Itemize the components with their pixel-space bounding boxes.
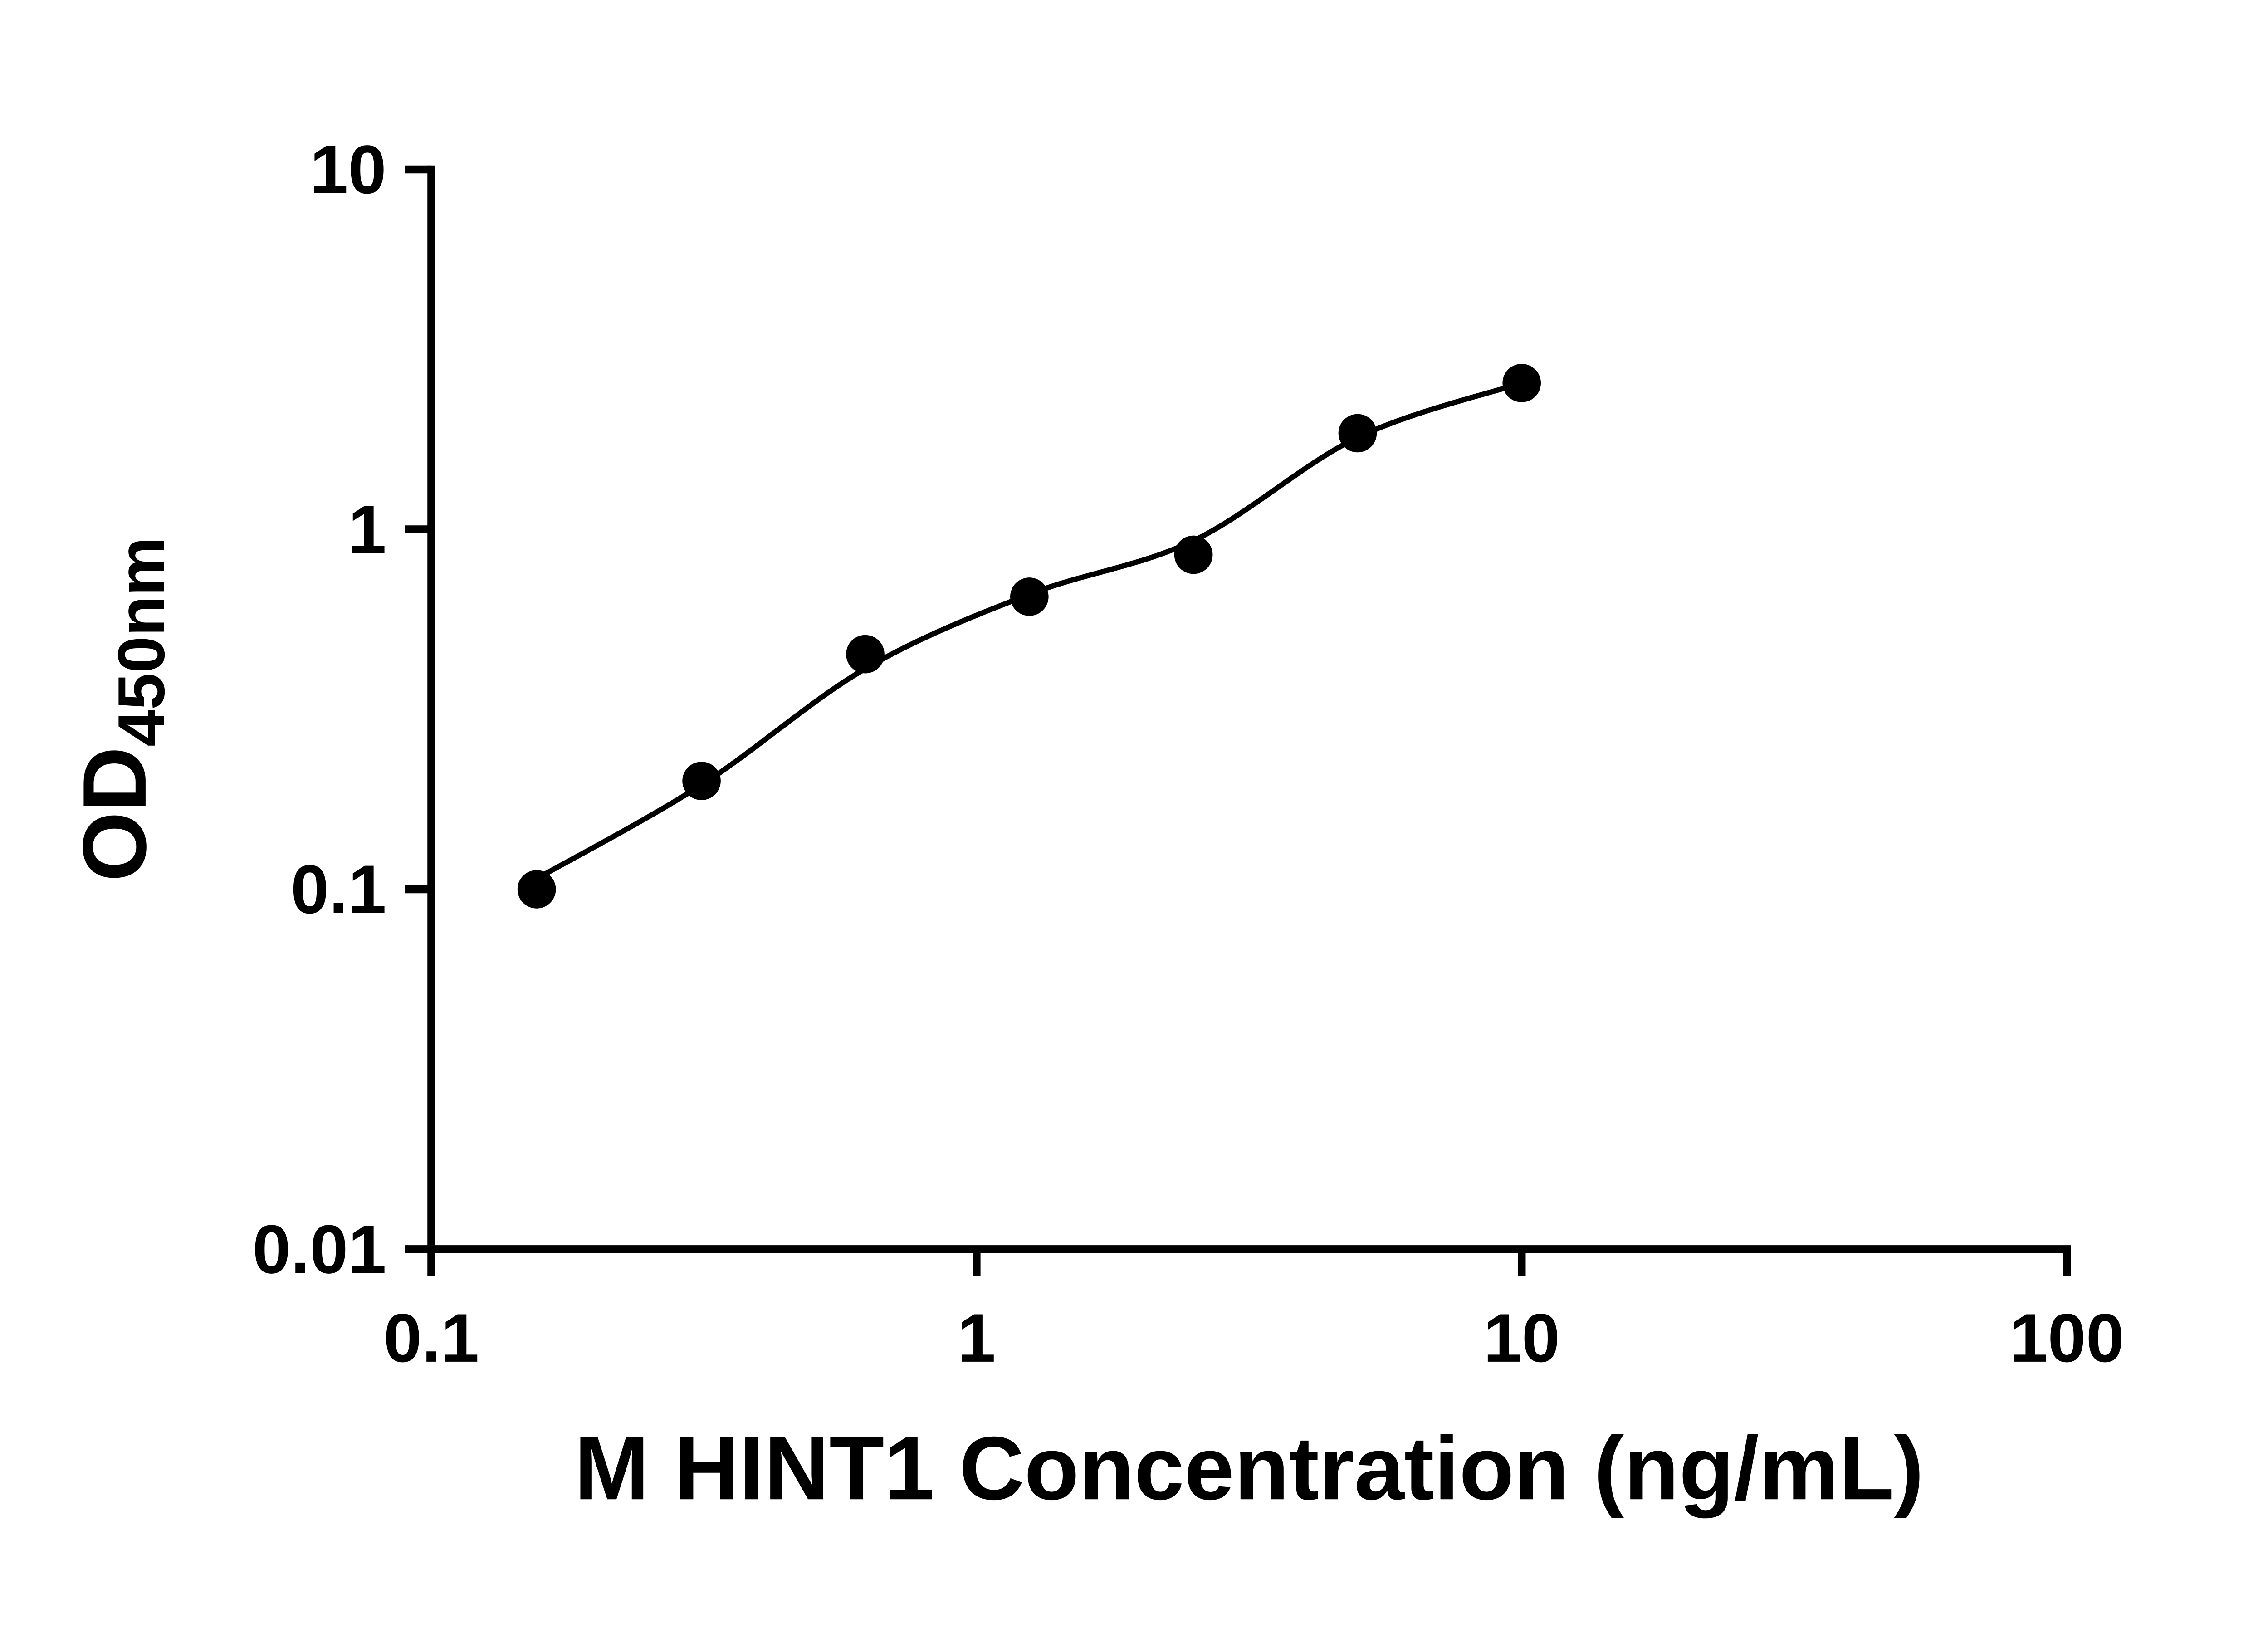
y-axis-title-subscript: 450nm [104, 537, 178, 747]
y-tick-label: 10 [310, 132, 386, 208]
data-point [1338, 414, 1377, 453]
y-tick-label: 1 [348, 491, 386, 568]
axes [427, 165, 2071, 1253]
data-point [682, 762, 721, 800]
y-tick-label: 0.01 [253, 1211, 386, 1288]
y-tick-label: 0.1 [291, 851, 386, 928]
x-tick-label: 1 [958, 1300, 996, 1377]
data-point [846, 635, 885, 674]
data-point [1010, 577, 1049, 616]
x-tick-label: 0.1 [384, 1300, 479, 1377]
y-axis-title-main: OD [64, 747, 165, 882]
x-tick-label: 10 [1483, 1300, 1560, 1377]
data-point [1174, 535, 1213, 574]
y-axis-title: OD450nm [64, 537, 178, 882]
data-point [517, 870, 556, 909]
data-point [1502, 364, 1541, 402]
plot-area: 0.1 1 10 100 0.01 0.1 1 10 [253, 132, 2125, 1377]
fit-curve [535, 380, 1523, 881]
x-axis-title: M HINT1 Concentration (ng/mL) [574, 1418, 1924, 1519]
x-tick-label: 100 [2009, 1300, 2124, 1377]
